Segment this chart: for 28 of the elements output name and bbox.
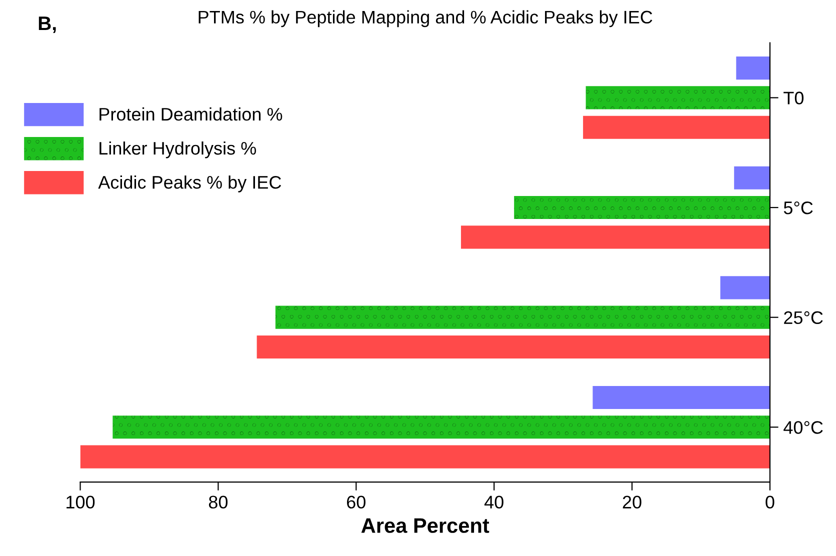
chart-title: PTMs % by Peptide Mapping and % Acidic Peaks by IEC <box>198 10 652 28</box>
bar <box>80 445 770 468</box>
x-tick-label: 40 <box>484 496 504 509</box>
bar <box>514 196 770 220</box>
legend-label: Protein Deamidation % <box>100 107 282 121</box>
bar <box>720 276 770 300</box>
x-tick-label: 60 <box>347 496 366 509</box>
y-tick-label: 40°C <box>784 421 823 434</box>
bar <box>586 86 770 110</box>
y-tick-label: 5°C <box>784 201 813 214</box>
legend-label: Acidic Peaks % by IEC <box>98 175 282 192</box>
x-tick-label: 100 <box>66 496 95 509</box>
x-tick-label: 0 <box>766 496 774 509</box>
bar <box>275 306 770 329</box>
x-tick-label: 20 <box>622 496 642 509</box>
bar <box>592 386 770 410</box>
text: B, <box>38 16 56 34</box>
bar <box>256 335 770 359</box>
y-tick-label: T0 <box>784 92 804 104</box>
y-tick-label: 25°C <box>784 311 823 324</box>
bar <box>734 166 770 190</box>
x-axis-title: Area Percent <box>361 518 490 533</box>
legend-label: Linker Hydrolysis % <box>100 141 256 158</box>
bar <box>736 56 770 80</box>
bar <box>583 116 770 139</box>
x-tick-label: 80 <box>208 496 228 509</box>
bar <box>112 416 770 439</box>
bar <box>460 226 770 249</box>
